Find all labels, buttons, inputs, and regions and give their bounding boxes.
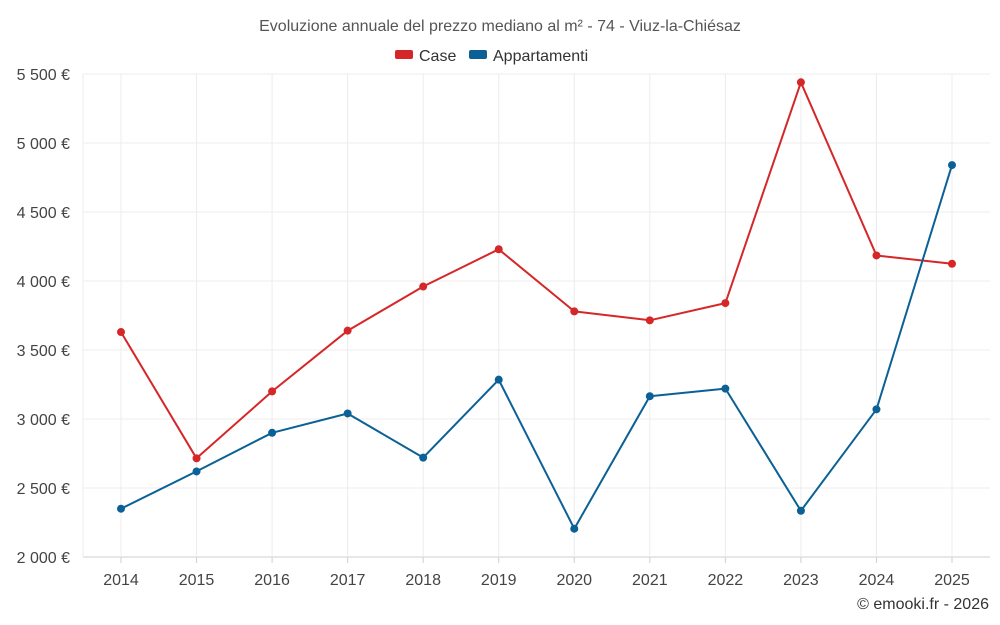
x-tick-label: 2022: [708, 572, 744, 589]
data-point-case[interactable]: [117, 328, 125, 337]
x-axis: 2014 2015 2016 2017 2018 2019 2020 2021 2022 2023…: [103, 557, 970, 589]
series-case: [117, 78, 956, 463]
x-tick-label: 2021: [632, 572, 668, 589]
y-tick-label: 3 000 €: [17, 412, 70, 429]
data-point-case[interactable]: [192, 454, 201, 463]
data-point-case[interactable]: [343, 326, 352, 335]
data-point-case[interactable]: [494, 245, 503, 254]
x-tick-label: 2025: [934, 572, 970, 589]
data-point-appartamenti[interactable]: [570, 524, 579, 533]
data-point-case[interactable]: [721, 299, 730, 308]
data-point-case[interactable]: [645, 316, 654, 325]
x-tick-label: 2020: [556, 572, 592, 589]
data-point-appartamenti[interactable]: [872, 405, 881, 414]
data-point-appartamenti[interactable]: [343, 409, 352, 418]
data-point-case[interactable]: [419, 282, 428, 291]
data-point-appartamenti[interactable]: [645, 392, 654, 401]
x-tick-label: 2019: [481, 572, 517, 589]
y-tick-label: 4 000 €: [17, 274, 70, 291]
data-point-appartamenti[interactable]: [948, 161, 956, 170]
data-point-case[interactable]: [796, 78, 805, 87]
y-tick-label: 2 500 €: [17, 481, 70, 498]
grid: [82, 73, 990, 558]
legend: Case Appartamenti: [395, 48, 588, 65]
x-tick-label: 2023: [783, 572, 819, 589]
series-appartamenti: [117, 161, 956, 533]
data-point-case[interactable]: [268, 387, 277, 396]
data-point-appartamenti[interactable]: [494, 375, 503, 384]
data-point-appartamenti[interactable]: [419, 453, 428, 462]
legend-label-case: Case: [419, 48, 456, 65]
y-axis: 2 000 € 2 500 € 3 000 € 3 500 € 4 000 € 4 500…: [17, 67, 70, 567]
legend-label-appartamenti: Appartamenti: [493, 48, 588, 65]
x-tick-label: 2017: [330, 572, 366, 589]
x-tick-label: 2018: [405, 572, 441, 589]
data-point-case[interactable]: [570, 307, 579, 316]
x-tick-label: 2016: [254, 572, 290, 589]
data-point-case[interactable]: [872, 251, 881, 260]
y-tick-label: 3 500 €: [17, 343, 70, 360]
x-tick-label: 2015: [179, 572, 215, 589]
series: [117, 78, 956, 533]
data-point-appartamenti[interactable]: [721, 384, 730, 393]
data-point-appartamenti[interactable]: [117, 504, 125, 513]
x-tick-label: 2024: [859, 572, 895, 589]
data-point-appartamenti[interactable]: [192, 467, 201, 476]
x-tick-label: 2014: [103, 572, 139, 589]
y-tick-label: 5 500 €: [17, 67, 70, 84]
data-point-appartamenti[interactable]: [796, 506, 805, 515]
chart-title: Evoluzione annuale del prezzo mediano al…: [259, 18, 741, 35]
y-tick-label: 5 000 €: [17, 136, 70, 153]
legend-swatch-case: [395, 50, 413, 59]
y-tick-label: 2 000 €: [17, 550, 70, 567]
series-line-appartamenti: [120, 164, 953, 530]
legend-swatch-appartamenti: [469, 50, 487, 59]
y-tick-label: 4 500 €: [17, 205, 70, 222]
credit-text: © emooki.fr - 2026: [857, 596, 989, 613]
series-line-case: [120, 81, 953, 460]
data-point-case[interactable]: [948, 259, 956, 268]
data-point-appartamenti[interactable]: [268, 428, 277, 437]
